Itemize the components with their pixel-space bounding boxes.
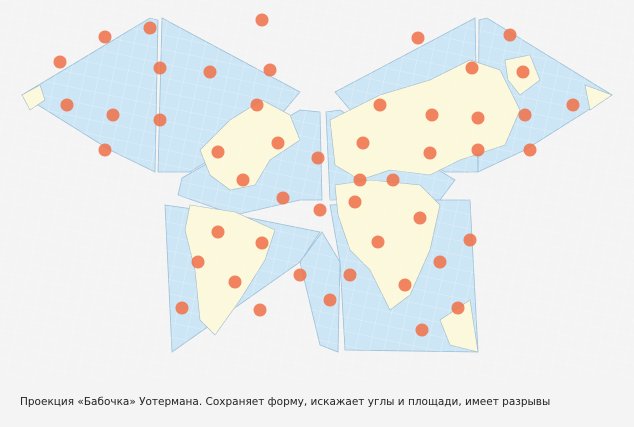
tissot-circle	[276, 191, 290, 205]
tissot-circle	[98, 30, 112, 44]
tissot-circle	[60, 98, 74, 112]
tissot-circle	[415, 323, 429, 337]
tissot-circle	[343, 268, 357, 282]
tissot-circle	[175, 301, 189, 315]
tissot-circle	[465, 61, 479, 75]
tissot-circle	[153, 61, 167, 75]
tissot-circle	[313, 203, 327, 217]
tissot-circle	[463, 233, 477, 247]
tissot-circle	[203, 65, 217, 79]
tissot-circle	[211, 225, 225, 239]
tissot-indicatrices	[53, 13, 580, 337]
tissot-circle	[398, 278, 412, 292]
tissot-circle	[503, 28, 517, 42]
tissot-circle	[425, 108, 439, 122]
tissot-circle	[471, 143, 485, 157]
tissot-circle	[433, 255, 447, 269]
caption: Проекция «Бабочка» Уотермана. Сохраняет …	[20, 396, 551, 408]
tissot-circle	[236, 173, 250, 187]
tissot-circle	[98, 143, 112, 157]
tissot-circle	[253, 303, 267, 317]
tissot-circle	[271, 136, 285, 150]
tissot-circle	[153, 113, 167, 127]
tissot-circle	[211, 145, 225, 159]
tissot-circle	[323, 293, 337, 307]
tissot-circle	[228, 275, 242, 289]
tissot-circle	[106, 108, 120, 122]
tissot-circle	[353, 173, 367, 187]
tissot-circle	[348, 195, 362, 209]
tissot-circle	[566, 98, 580, 112]
tissot-circle	[143, 21, 157, 35]
tissot-circle	[371, 235, 385, 249]
tissot-circle	[451, 301, 465, 315]
tissot-circle	[471, 111, 485, 125]
tissot-circle	[311, 151, 325, 165]
tissot-circle	[255, 236, 269, 250]
tissot-circle	[523, 143, 537, 157]
tissot-circle	[191, 255, 205, 269]
tissot-circle	[423, 146, 437, 160]
tissot-circle	[255, 13, 269, 27]
butterfly-map	[0, 0, 634, 380]
tissot-circle	[373, 98, 387, 112]
tissot-circle	[293, 268, 307, 282]
tissot-circle	[518, 108, 532, 122]
tissot-circle	[356, 136, 370, 150]
tissot-circle	[411, 31, 425, 45]
tissot-circle	[250, 98, 264, 112]
graticule	[0, 0, 634, 380]
tissot-circle	[413, 211, 427, 225]
tissot-circle	[386, 173, 400, 187]
tissot-circle	[263, 63, 277, 77]
tissot-circle	[516, 65, 530, 79]
tissot-circle	[53, 55, 67, 69]
